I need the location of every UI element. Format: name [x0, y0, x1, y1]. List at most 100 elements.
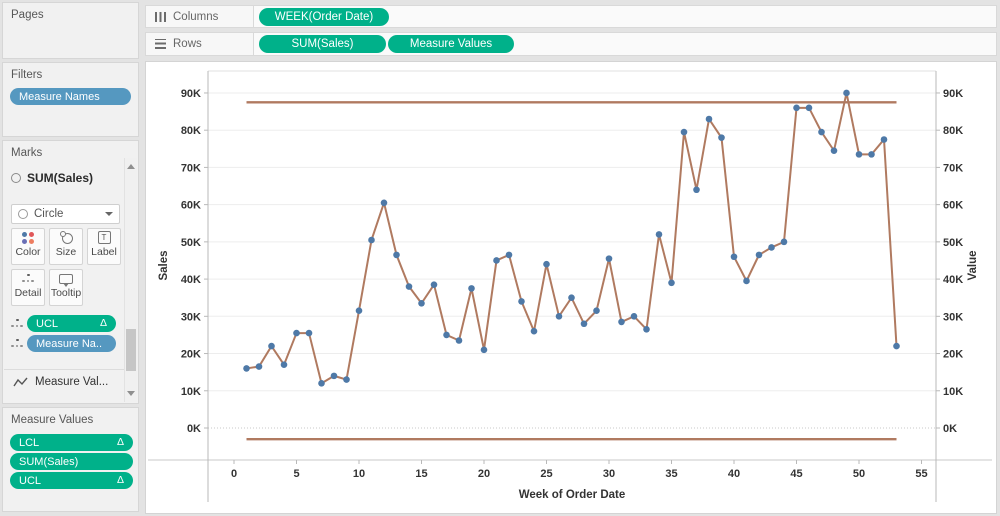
marks-scrollbar[interactable] — [124, 158, 137, 402]
measure-values-card: Measure Values LCL Δ SUM(Sales) UCL Δ — [2, 407, 139, 512]
svg-text:5: 5 — [293, 468, 299, 480]
rows-icon — [155, 39, 166, 49]
pill-label: SUM(Sales) — [291, 38, 354, 50]
svg-text:25: 25 — [540, 468, 552, 480]
svg-text:20K: 20K — [181, 349, 201, 361]
rows-shelf-label: Rows — [146, 33, 254, 55]
svg-text:0K: 0K — [187, 423, 201, 435]
circle-mark-icon — [18, 209, 28, 219]
measure-values-marks-section[interactable]: Measure Val... — [13, 376, 108, 388]
color-button-label: Color — [15, 246, 41, 258]
pill-label: Measure Names — [19, 90, 100, 103]
columns-shelf-label: Columns — [146, 6, 254, 27]
svg-text:40K: 40K — [181, 274, 201, 286]
scroll-up-icon[interactable] — [127, 164, 135, 169]
mv-pill-sum-sales[interactable]: SUM(Sales) — [10, 453, 133, 470]
mv-pill-lcl[interactable]: LCL Δ — [10, 434, 133, 451]
circle-mark-icon — [11, 173, 21, 183]
svg-text:Value: Value — [967, 250, 979, 280]
pages-title: Pages — [11, 9, 44, 21]
measure-values-title: Measure Values — [11, 414, 94, 426]
detail-dots-icon — [22, 273, 34, 284]
label-button[interactable]: T Label — [87, 228, 121, 265]
delta-icon: Δ — [99, 317, 107, 330]
svg-text:60K: 60K — [943, 200, 963, 212]
marks-title: Marks — [11, 147, 43, 159]
svg-text:90K: 90K — [181, 88, 201, 100]
filter-pill-measure-names[interactable]: Measure Names — [10, 88, 131, 105]
svg-text:Sales: Sales — [158, 250, 170, 280]
rows-pill-measure-values[interactable]: Measure Values — [388, 35, 514, 53]
color-button[interactable]: Color — [11, 228, 45, 265]
pill-label: Measure Na.. — [36, 337, 103, 350]
marks-pill-row: UCL Δ — [11, 315, 116, 332]
text-label-icon: T — [97, 231, 111, 244]
mark-type-dropdown[interactable]: Circle — [11, 204, 120, 224]
svg-text:0K: 0K — [943, 423, 957, 435]
delta-icon: Δ — [116, 436, 124, 449]
detail-button-label: Detail — [14, 287, 42, 299]
detail-button[interactable]: Detail — [11, 269, 45, 306]
size-button-label: Size — [55, 246, 77, 258]
svg-text:10K: 10K — [943, 386, 963, 398]
pill-label: UCL — [19, 474, 42, 487]
mv-pill-ucl[interactable]: UCL Δ — [10, 472, 133, 489]
shelf-label-text: Rows — [173, 38, 202, 50]
pages-shelf: Pages — [2, 2, 139, 59]
svg-text:50K: 50K — [943, 237, 963, 249]
rows-pill-sum-sales[interactable]: SUM(Sales) — [259, 35, 386, 53]
line-chart-icon — [13, 377, 28, 386]
svg-text:20: 20 — [478, 468, 490, 480]
size-icon — [59, 231, 73, 244]
scrollbar-thumb[interactable] — [126, 329, 136, 371]
chart-card: 0K 0K 10K 10K 20K 20K 30K 30K 40K 40K 50K 50K 60K 60K… — [145, 61, 997, 514]
color-dots-icon — [22, 231, 34, 244]
pill-label: UCL — [36, 317, 59, 330]
divider — [4, 369, 124, 370]
scroll-down-icon[interactable] — [127, 391, 135, 396]
svg-text:15: 15 — [415, 468, 427, 480]
pill-label: SUM(Sales) — [19, 455, 79, 468]
svg-text:60K: 60K — [181, 200, 201, 212]
svg-text:55: 55 — [915, 468, 927, 480]
filters-shelf: Filters Measure Names — [2, 62, 139, 137]
marks-pill-ucl[interactable]: UCL Δ — [27, 315, 116, 332]
columns-pill-week-order-date[interactable]: WEEK(Order Date) — [259, 8, 389, 26]
svg-text:10: 10 — [353, 468, 365, 480]
tooltip-button-label: Tooltip — [50, 287, 82, 299]
tooltip-button[interactable]: Tooltip — [49, 269, 83, 306]
filters-title: Filters — [11, 69, 43, 81]
shelf-label-text: Columns — [173, 10, 219, 23]
svg-text:80K: 80K — [181, 125, 201, 137]
label-button-label: Label — [91, 246, 117, 258]
tooltip-bubble-icon — [59, 273, 73, 287]
pill-label: WEEK(Order Date) — [274, 11, 374, 23]
marks-pill-measure-names[interactable]: Measure Na.. — [27, 335, 116, 352]
collapsed-card-label: Measure Val... — [35, 376, 109, 388]
svg-text:30: 30 — [603, 468, 615, 480]
marks-card-header[interactable]: SUM(Sales) — [11, 171, 93, 185]
svg-text:40: 40 — [728, 468, 740, 480]
svg-text:30K: 30K — [943, 311, 963, 323]
detail-shelf-icon — [11, 338, 23, 349]
marks-pill-row: Measure Na.. — [11, 335, 116, 352]
pill-label: Measure Values — [409, 38, 493, 50]
chevron-down-icon[interactable] — [105, 212, 113, 216]
marks-card: Marks SUM(Sales) Circle Color Size T Lab… — [2, 140, 139, 404]
delta-icon: Δ — [116, 474, 124, 487]
size-button[interactable]: Size — [49, 228, 83, 265]
marks-header-label: SUM(Sales) — [27, 171, 94, 185]
svg-text:40K: 40K — [943, 274, 963, 286]
svg-text:80K: 80K — [943, 125, 963, 137]
svg-text:30K: 30K — [181, 311, 201, 323]
svg-text:70K: 70K — [943, 162, 963, 174]
svg-text:45: 45 — [790, 468, 802, 480]
svg-text:20K: 20K — [943, 349, 963, 361]
svg-text:90K: 90K — [943, 88, 963, 100]
control-chart[interactable]: 0K 0K 10K 10K 20K 20K 30K 30K 40K 40K 50K 50K 60K 60K… — [146, 62, 996, 513]
svg-text:50: 50 — [853, 468, 865, 480]
columns-icon — [155, 11, 166, 22]
pill-label: LCL — [19, 436, 40, 449]
detail-shelf-icon — [11, 318, 23, 329]
